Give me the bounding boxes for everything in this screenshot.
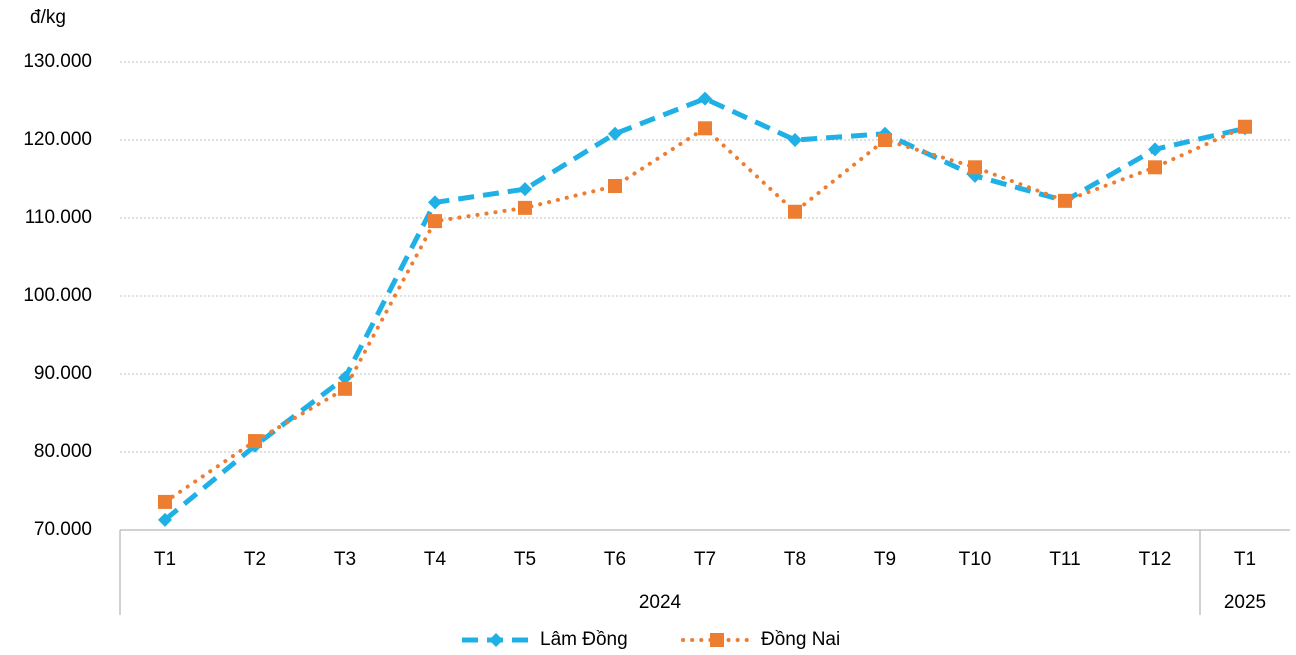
- data-point: [1148, 142, 1162, 157]
- x-group-label: 2024: [639, 592, 682, 613]
- x-tick-label: T10: [959, 549, 992, 570]
- data-point: [788, 133, 802, 147]
- data-point: [158, 512, 172, 527]
- x-tick-label: T7: [694, 549, 716, 570]
- data-point: [698, 91, 712, 106]
- legend-label: Đồng Nai: [761, 629, 840, 650]
- data-point: [1238, 119, 1252, 134]
- x-tick-label: T11: [1049, 549, 1080, 570]
- x-tick-label: T6: [604, 549, 626, 570]
- data-point: [518, 200, 532, 215]
- data-point: [248, 434, 262, 449]
- data-point: [428, 195, 442, 210]
- legend-marker: [489, 633, 503, 647]
- x-tick-label: T12: [1139, 549, 1172, 570]
- x-tick-label: T1: [1234, 549, 1256, 570]
- data-point: [968, 160, 982, 175]
- data-point: [1058, 193, 1072, 208]
- x-group-label: 2025: [1224, 592, 1266, 613]
- data-point: [698, 121, 712, 136]
- data-point: [428, 214, 442, 229]
- y-tick-label: 80.000: [34, 441, 92, 462]
- legend-marker: [710, 633, 724, 647]
- x-tick-label: T2: [244, 549, 266, 570]
- y-tick-label: 70.000: [34, 519, 92, 540]
- y-tick-label: 90.000: [34, 363, 92, 384]
- legend-label: Lâm Đồng: [540, 629, 628, 650]
- x-tick-label: T3: [334, 549, 356, 570]
- data-point: [158, 494, 172, 509]
- data-point: [518, 182, 532, 197]
- series-line: [163, 124, 1247, 504]
- data-point: [788, 204, 802, 219]
- x-tick-label: T8: [784, 549, 806, 570]
- data-point: [338, 381, 352, 396]
- data-point: [608, 126, 622, 141]
- y-tick-label: 120.000: [23, 129, 92, 150]
- x-tick-label: T9: [874, 549, 896, 570]
- series-line: [163, 95, 1246, 522]
- data-point: [1148, 160, 1162, 175]
- data-point: [878, 133, 892, 147]
- data-point: [338, 370, 352, 385]
- x-tick-label: T5: [514, 549, 536, 570]
- y-tick-label: 130.000: [23, 51, 92, 72]
- y-unit-label: đ/kg: [30, 7, 66, 28]
- x-tick-label: T4: [424, 549, 447, 570]
- y-tick-label: 110.000: [25, 207, 92, 228]
- x-tick-label: T1: [154, 549, 176, 570]
- data-point: [608, 179, 622, 194]
- y-tick-label: 100.000: [23, 285, 92, 306]
